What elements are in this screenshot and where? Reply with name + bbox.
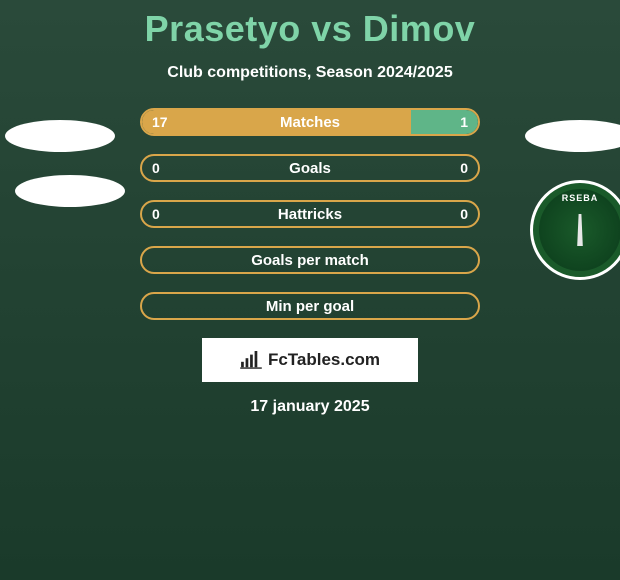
brand-logo-box[interactable]: FcTables.com: [202, 338, 418, 382]
stat-right-value: 1: [460, 114, 468, 130]
stat-row-matches: 17 Matches 1: [140, 108, 480, 136]
subtitle: Club competitions, Season 2024/2025: [0, 64, 620, 82]
stat-row-min-per-goal: Min per goal: [140, 292, 480, 320]
stat-right-value: 0: [460, 206, 468, 222]
stat-label: Min per goal: [142, 298, 478, 315]
club-badge-inner: RSEBA: [539, 189, 620, 271]
stat-row-goals-per-match: Goals per match: [140, 246, 480, 274]
stat-label: Matches: [142, 114, 478, 131]
stat-right-value: 0: [460, 160, 468, 176]
stat-label: Goals per match: [142, 252, 478, 269]
chart-bars-icon: [240, 351, 262, 369]
club-badge-monument-icon: [573, 214, 587, 246]
stat-label: Goals: [142, 160, 478, 177]
club-badge: RSEBA: [530, 180, 620, 280]
stats-container: 17 Matches 1 0 Goals 0 0 Hattricks 0 Goa…: [140, 108, 480, 320]
player-left-avatar-2: [15, 175, 125, 207]
brand-logo-text: FcTables.com: [268, 350, 380, 370]
club-badge-text: RSEBA: [562, 193, 599, 203]
page-title: Prasetyo vs Dimov: [0, 0, 620, 50]
player-left-avatar-1: [5, 120, 115, 152]
stat-row-hattricks: 0 Hattricks 0: [140, 200, 480, 228]
stat-label: Hattricks: [142, 206, 478, 223]
player-right-avatar-1: [525, 120, 620, 152]
date-text: 17 january 2025: [0, 398, 620, 416]
stat-row-goals: 0 Goals 0: [140, 154, 480, 182]
